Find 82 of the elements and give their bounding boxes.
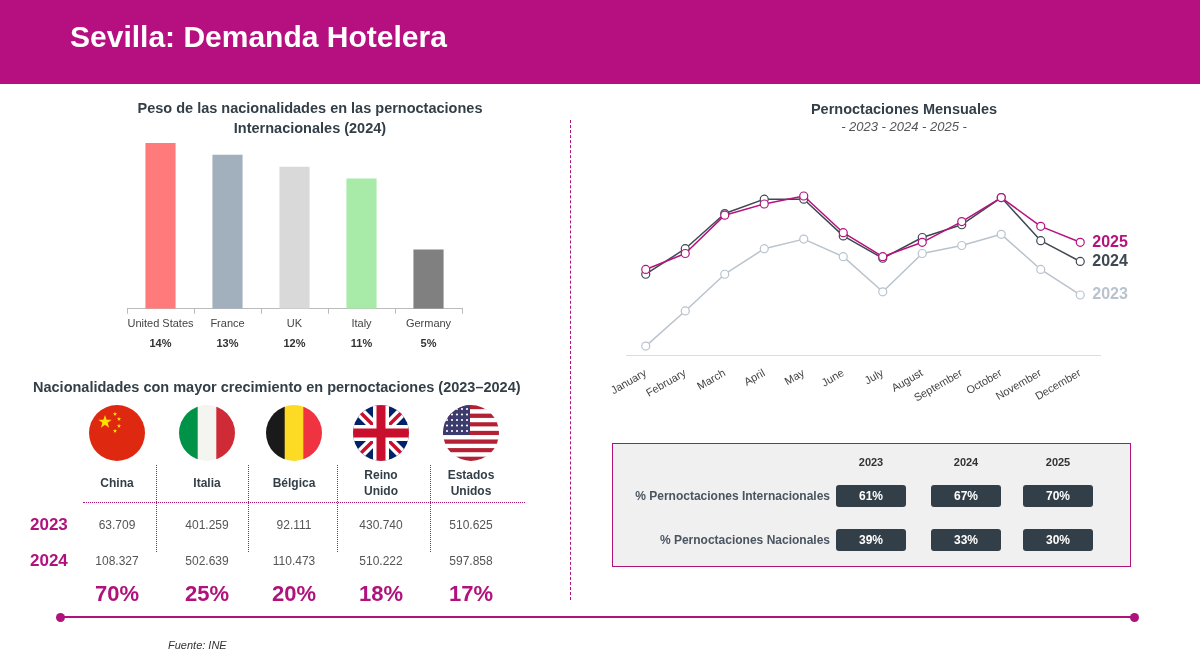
point xyxy=(641,341,651,351)
chart-title: Peso de las nacionalidades en las pernoctaciones Internacionales (2024) xyxy=(136,99,484,138)
x-tick-label: UK xyxy=(286,317,303,330)
data-label: 67% xyxy=(953,488,979,504)
data-label: 430.740 xyxy=(359,517,403,533)
point xyxy=(996,229,1006,239)
data-label: 401.259 xyxy=(185,517,229,533)
bar xyxy=(212,154,243,309)
data-label: 92.111 xyxy=(276,517,312,533)
data-label: 12% xyxy=(283,336,306,349)
point xyxy=(1036,236,1046,246)
point xyxy=(641,264,651,275)
point xyxy=(838,252,848,262)
point xyxy=(878,287,888,297)
data-label: 14% xyxy=(149,336,172,349)
data-label: 30% xyxy=(1045,532,1071,548)
x-tick-label: Germany xyxy=(405,317,452,330)
data-label: 502.639 xyxy=(185,553,229,569)
category-label: 2024 xyxy=(953,455,979,469)
data-label: 70% xyxy=(94,581,140,607)
data-label: 63.709 xyxy=(98,517,136,533)
data-label: 18% xyxy=(358,581,404,607)
category-label: 2025 xyxy=(1045,455,1071,469)
point xyxy=(680,248,690,259)
point xyxy=(1036,264,1046,275)
text: Nacionalidades con mayor crecimiento en pernoctaciones (2023–2024) xyxy=(33,378,521,396)
data-label: 17% xyxy=(448,581,494,607)
data-label: 510.222 xyxy=(359,553,403,569)
point xyxy=(957,240,967,251)
point xyxy=(799,234,809,244)
series-label: 2024 xyxy=(1092,251,1128,269)
source-note: Fuente: INE xyxy=(168,638,227,653)
data-label: 13% xyxy=(216,336,239,349)
point xyxy=(1036,221,1046,231)
point xyxy=(1075,237,1085,247)
data-label: 110.473 xyxy=(272,553,316,569)
category-label: Reino Unido xyxy=(364,467,398,499)
bar xyxy=(145,143,176,309)
series-label: 2025 xyxy=(1092,232,1128,250)
point xyxy=(957,216,967,227)
text: Sevilla: Demanda Hotelera xyxy=(70,19,447,55)
category-label: China xyxy=(100,475,134,491)
data-label: 5% xyxy=(420,336,437,349)
category-label: 2023 xyxy=(858,455,884,469)
point xyxy=(759,244,769,254)
x-tick-label: Italy xyxy=(351,317,373,330)
point xyxy=(1075,256,1085,267)
data-label: 61% xyxy=(858,488,884,504)
data-label: 39% xyxy=(858,532,884,548)
x-tick-label: July xyxy=(862,366,886,387)
data-label: 108.327 xyxy=(95,553,139,569)
data-label: 597.858 xyxy=(449,553,493,569)
data-label: 510.625 xyxy=(449,517,493,533)
text: 2024 xyxy=(30,550,68,572)
data-label: 11% xyxy=(350,336,373,349)
category-label: Estados Unidos xyxy=(447,467,495,499)
bar xyxy=(346,178,377,309)
text: 2023 xyxy=(30,514,68,536)
x-tick-label: France xyxy=(210,317,245,330)
series-label: % Pernoctaciones Internacionales xyxy=(635,488,830,504)
x-tick-label: June xyxy=(819,366,846,389)
data-label: 25% xyxy=(184,581,230,607)
data-label: 70% xyxy=(1045,488,1071,504)
point xyxy=(759,199,769,209)
bar xyxy=(279,166,310,309)
point xyxy=(680,306,690,316)
data-label: 33% xyxy=(953,532,979,548)
bar xyxy=(413,249,444,309)
category-label: Bélgica xyxy=(272,475,316,491)
x-tick-label: April xyxy=(741,366,767,388)
point xyxy=(917,237,927,247)
point xyxy=(720,269,730,279)
series-label: % Pernoctaciones Nacionales xyxy=(659,532,830,548)
point xyxy=(917,248,927,259)
x-tick-label: United States xyxy=(127,317,195,330)
x-tick-label: May xyxy=(782,366,807,388)
chart-title: Pernoctaciones Mensuales xyxy=(810,100,998,118)
point xyxy=(1075,290,1085,300)
series-label: 2023 xyxy=(1092,285,1128,303)
chart-subtitle: - 2023 - 2024 - 2025 - xyxy=(841,119,967,135)
data-label: 20% xyxy=(271,581,317,607)
category-label: Italia xyxy=(193,475,221,491)
